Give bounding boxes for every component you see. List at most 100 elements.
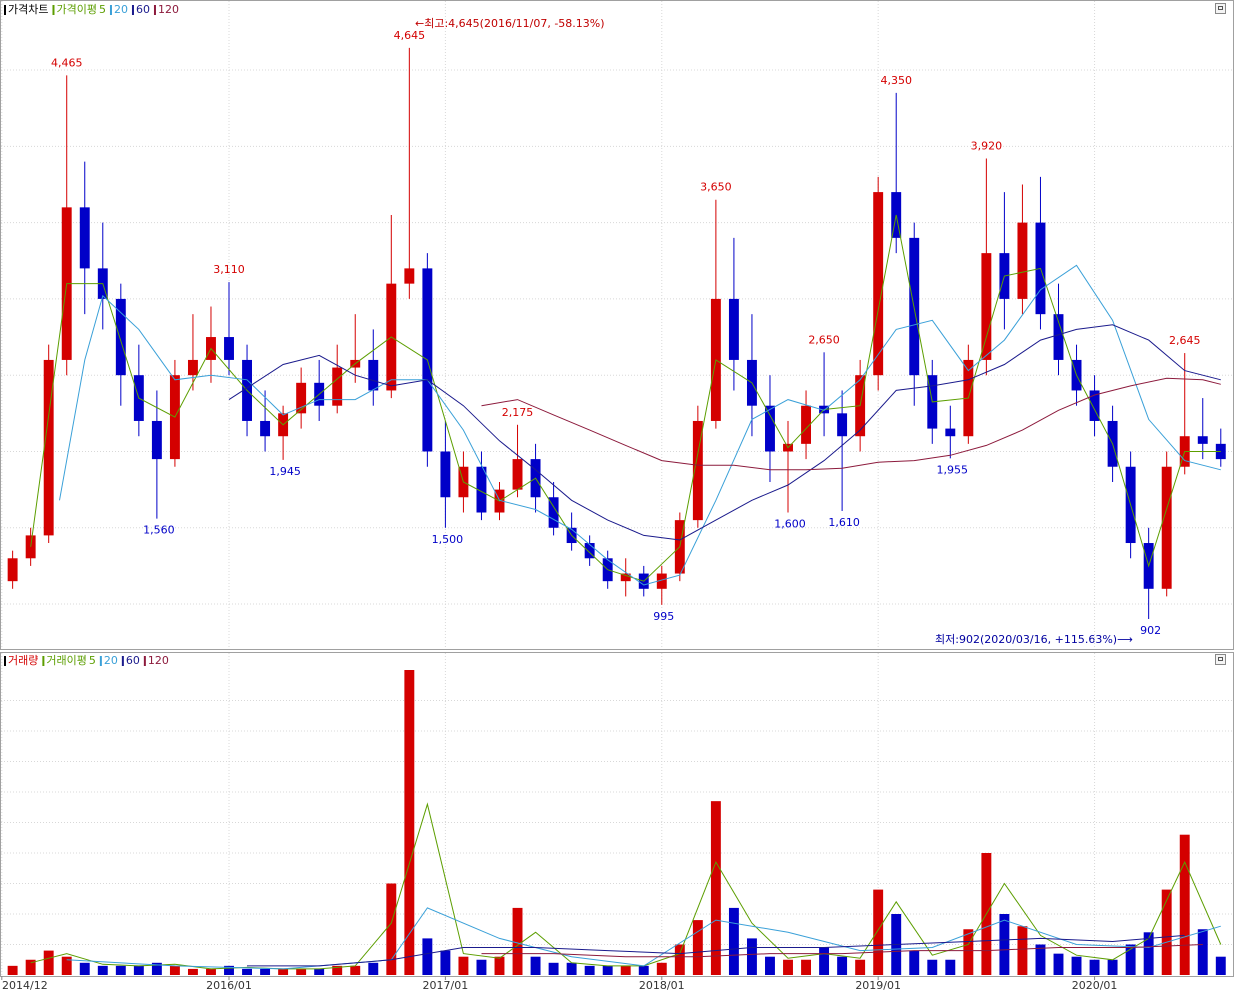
x-tick-label: 2019/01 [855, 979, 901, 992]
candle-body [296, 382, 307, 414]
volume-bar [350, 965, 361, 975]
volume-bar [566, 962, 577, 975]
candle-body [765, 405, 775, 452]
volume-bar [1107, 959, 1118, 975]
candle-body [224, 337, 234, 360]
moving-average-line [30, 214, 1221, 582]
candle-body [1017, 222, 1028, 299]
candle-body [79, 207, 90, 269]
volume-bar [25, 959, 36, 975]
moving-average-line [228, 324, 1221, 541]
extreme-label: 1,610 [828, 516, 860, 529]
legend-label: 20 [104, 654, 118, 667]
candle-body [656, 573, 667, 589]
extreme-label: 4,645 [394, 29, 426, 42]
candle-body [692, 420, 703, 521]
volume-bar [151, 962, 162, 975]
maximize-button[interactable] [1215, 3, 1226, 14]
volume-bar [97, 965, 108, 975]
panel-button[interactable] [1215, 654, 1226, 665]
extreme-label: 1,600 [774, 518, 806, 531]
legend-label: 120 [148, 654, 169, 667]
volume-bar [1161, 889, 1172, 975]
volume-bar [963, 929, 974, 975]
button-icon [1218, 6, 1223, 10]
volume-bar [7, 965, 18, 975]
volume-bar [206, 968, 216, 975]
legend-label: 20 [114, 3, 128, 16]
candle-body [1161, 466, 1172, 589]
legend-swatch [42, 656, 45, 666]
candle-body [1053, 314, 1064, 360]
volume-bar [620, 965, 631, 975]
maximize-button[interactable] [1215, 654, 1226, 665]
volume-bar [638, 965, 649, 975]
volume-bar [1215, 956, 1226, 975]
panel-button[interactable] [1215, 3, 1226, 14]
volume-bar [927, 959, 938, 975]
legend-swatch [99, 656, 102, 666]
volume-bar [43, 950, 54, 975]
extreme-label: 902 [1140, 624, 1161, 637]
extreme-label: 4,350 [880, 74, 912, 87]
legend-swatch [4, 5, 6, 15]
extreme-label: 1,500 [432, 533, 464, 546]
volume-bar [530, 956, 541, 975]
volume-bar [837, 956, 848, 975]
volume-bar [224, 965, 234, 975]
volume-bar [656, 962, 667, 975]
candle-body [981, 253, 992, 360]
extreme-label: 3,110 [213, 263, 245, 276]
candle-body [187, 359, 198, 376]
extreme-label: 1,955 [937, 463, 969, 476]
button-icon [1218, 657, 1223, 661]
volume-bar [242, 968, 253, 975]
candle-body [873, 192, 884, 376]
candle-body [548, 497, 559, 528]
volume-bar [945, 959, 956, 975]
volume-bar [1143, 932, 1154, 975]
volume-bar [278, 968, 289, 975]
extreme-label: 995 [653, 610, 674, 623]
moving-average-line [247, 934, 1185, 967]
volume-bar [512, 907, 523, 975]
low-note: 최저:902(2020/03/16, +115.63%)⟶ [935, 633, 1133, 646]
volume-bar [1035, 944, 1046, 975]
volume-bar [458, 956, 469, 975]
volume-bar [476, 959, 487, 975]
volume-bar [765, 956, 775, 975]
extreme-label: 1,560 [143, 524, 175, 537]
volume-bar [801, 959, 812, 975]
legend-swatch [131, 5, 134, 15]
x-tick-label: 2017/01 [423, 979, 469, 992]
price-panel [0, 0, 1234, 650]
volume-bar [422, 938, 433, 975]
moving-average-line [481, 377, 1221, 471]
legend-swatch [153, 5, 156, 15]
legend-label: 거래량 [8, 654, 38, 667]
volume-bar [368, 962, 379, 975]
volume-bar [909, 950, 920, 975]
legend-label: 60 [136, 3, 150, 16]
extreme-label: 2,650 [808, 333, 840, 346]
legend-label: 가격이평 [56, 3, 96, 16]
legend-label: 5 [89, 654, 96, 667]
candle-body [368, 359, 379, 391]
volume-bar [133, 965, 144, 975]
volume-bar [404, 670, 415, 975]
candle-body [1089, 390, 1100, 421]
volume-bar [1089, 959, 1100, 975]
volume-bar [783, 959, 793, 975]
volume-bar [260, 968, 271, 975]
volume-bar [674, 944, 685, 975]
legend-label: 가격차트 [8, 3, 48, 16]
x-tick-label: 2016/01 [206, 979, 252, 992]
volume-bar [296, 968, 307, 975]
candle-body [945, 428, 956, 437]
volume-bar [115, 965, 126, 975]
legend-label: 5 [99, 3, 106, 16]
candle-body [801, 405, 812, 444]
legend-swatch [143, 656, 146, 666]
x-tick-label: 2018/01 [639, 979, 685, 992]
candle-body [512, 459, 523, 490]
